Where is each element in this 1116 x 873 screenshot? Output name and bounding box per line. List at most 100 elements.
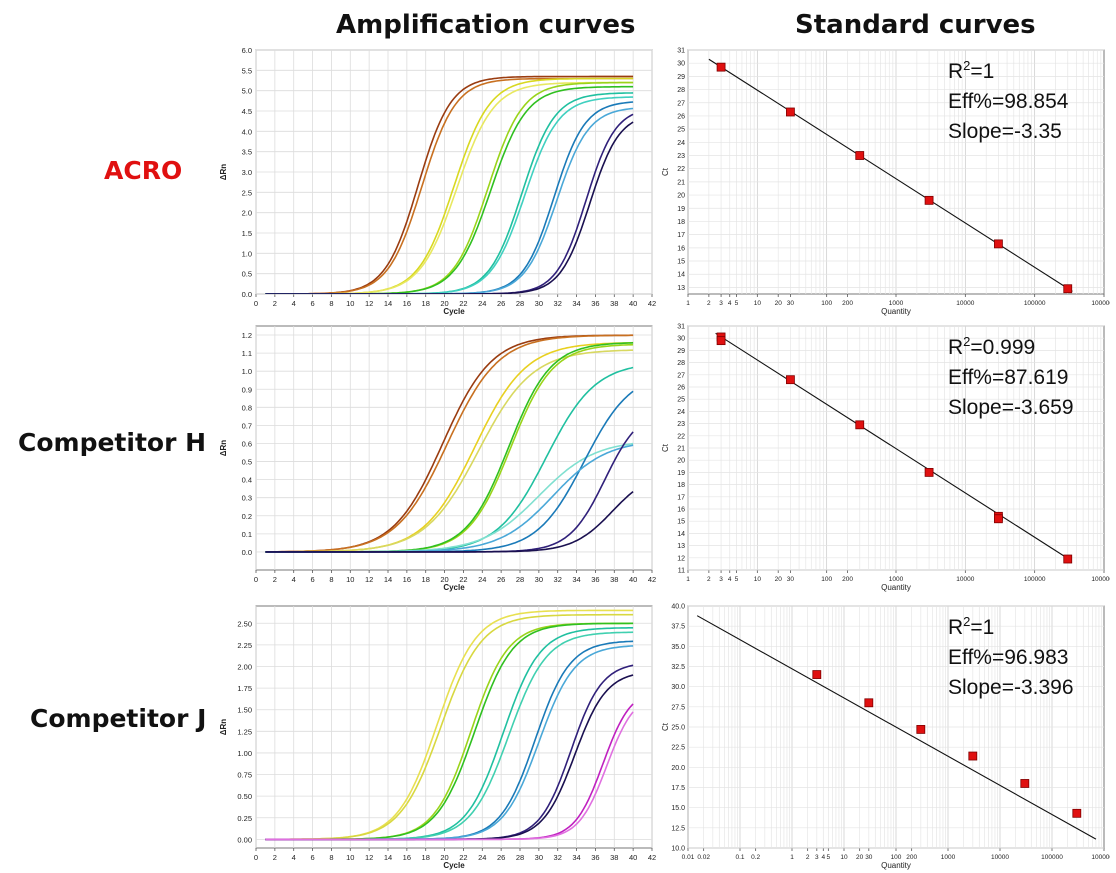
x-axis-label: Quantity [881, 583, 911, 592]
x-tick-label: 100000 [1024, 300, 1046, 307]
x-tick-label: 0 [254, 299, 258, 308]
y-tick-label: 2.25 [237, 641, 252, 650]
x-tick-label: 26 [497, 299, 505, 308]
y-tick-label: 23 [677, 421, 685, 428]
x-tick-label: 8 [329, 853, 333, 862]
x-tick-label: 18 [422, 853, 430, 862]
curve-group [265, 75, 634, 294]
x-tick-label: 14 [384, 299, 392, 308]
standard-point [812, 670, 822, 679]
y-tick-label: 0.4 [242, 476, 252, 485]
x-tick-label: 100 [891, 854, 902, 861]
y-tick-label: 22 [677, 166, 685, 173]
y-tick-label: 19 [677, 470, 685, 477]
x-tick-label: 4 [292, 299, 296, 308]
y-tick-label: 5.0 [242, 87, 252, 96]
y-tick-label: 24 [677, 409, 685, 416]
x-tick-label: 6 [310, 299, 314, 308]
x-tick-label: 24 [478, 299, 486, 308]
r-squared-superscript: 2 [963, 58, 970, 73]
standard-point [1072, 808, 1082, 818]
y-tick-label: 0.7 [242, 421, 252, 430]
x-tick-label: 3 [719, 576, 723, 583]
x-tick-label: 10000 [956, 300, 974, 307]
y-axis-label: ΔRn [219, 164, 228, 181]
x-tick-label: 22 [459, 299, 467, 308]
curve-group [265, 334, 634, 553]
x-tick-label: 10000 [956, 576, 974, 583]
y-tick-label: 2.50 [237, 619, 252, 628]
regression-line [708, 58, 1073, 292]
x-tick-label: 5 [735, 300, 739, 307]
standard-point [1063, 284, 1073, 294]
r-squared-text: R2=1 [948, 614, 994, 639]
x-tick-label: 1 [790, 854, 794, 861]
x-tick-label: 36 [591, 853, 599, 862]
amplification-curve [265, 711, 634, 841]
y-tick-label: 30 [677, 336, 685, 343]
y-axis-label: ΔRn [219, 440, 228, 457]
y-tick-label: 23 [677, 153, 685, 160]
efficiency-text: Eff%=96.983 [948, 646, 1068, 669]
x-tick-label: 40 [629, 299, 637, 308]
y-tick-label: 3.5 [242, 148, 252, 157]
y-tick-label: 15 [677, 259, 685, 266]
y-tick-label: 14 [677, 531, 685, 538]
x-tick-label: 38 [610, 299, 618, 308]
x-tick-label: 18 [422, 299, 430, 308]
y-axis-label: Ct [661, 167, 670, 176]
y-tick-label: 11 [678, 568, 685, 575]
x-tick-label: 14 [384, 853, 392, 862]
y-tick-label: 4.0 [242, 127, 252, 136]
y-tick-label: 17 [677, 494, 685, 501]
y-axis-label: Ct [661, 443, 670, 452]
plot-area: 1234510203010020010001000010000010000001… [661, 48, 1110, 317]
plot-area: 0 2 4 6 8 10 12 14 16 18 20 22 24 26 28 30 32 34 36 38 40 420… [219, 325, 656, 592]
regression-line [696, 615, 1097, 840]
x-tick-label: 6 [310, 575, 314, 584]
y-tick-label: 22.5 [671, 745, 685, 752]
x-tick-label: 18 [422, 575, 430, 584]
amplification-curve [265, 490, 634, 553]
standard-point [716, 62, 726, 72]
regression-line [715, 332, 1071, 561]
x-tick-label: 0.01 [682, 854, 695, 861]
standard-point [786, 375, 795, 385]
x-tick-label: 42 [648, 853, 656, 862]
x-tick-label: 10 [346, 853, 354, 862]
x-tick-label: 6 [310, 853, 314, 862]
standard-point [1020, 779, 1030, 788]
y-tick-label: 15 [677, 519, 685, 526]
x-tick-label: 4 [728, 300, 732, 307]
y-tick-label: 16 [677, 507, 685, 514]
y-tick-label: 1.0 [242, 249, 252, 258]
standard-curves-title: Standard curves [795, 10, 1036, 40]
row-label-competitor-j: Competitor J [30, 704, 207, 733]
efficiency-text: Eff%=87.619 [948, 366, 1068, 389]
amplification-curve [265, 96, 634, 294]
r-squared-symbol: R [948, 336, 963, 359]
y-tick-label: 1.0 [242, 367, 252, 376]
x-tick-label: 2 [707, 300, 711, 307]
x-tick-label: 38 [610, 853, 618, 862]
y-tick-label: 2.5 [242, 188, 252, 197]
x-axis-label: Quantity [881, 861, 911, 870]
y-tick-label: 4.5 [242, 107, 252, 116]
y-tick-label: 35.0 [671, 644, 685, 651]
y-tick-label: 0.3 [242, 494, 252, 503]
x-tick-label: 24 [478, 575, 486, 584]
x-tick-label: 28 [516, 299, 524, 308]
y-tick-label: 28 [677, 360, 685, 367]
x-tick-label: 2 [273, 853, 277, 862]
y-tick-label: 1.5 [242, 229, 252, 238]
standard-point [716, 336, 726, 346]
x-tick-label: 4 [728, 576, 732, 583]
x-tick-label: 0.2 [751, 854, 760, 861]
y-tick-label: 0.25 [237, 814, 252, 823]
x-tick-label: 26 [497, 853, 505, 862]
competitor-j-standard-curve-chart: 0.01 0.02 0.1 0.2 1 2 3 4 5 10 20 30 100 200 1000 10000… [661, 604, 1110, 871]
plot-frame [255, 325, 653, 571]
y-tick-label: 24 [677, 140, 685, 147]
y-tick-label: 30.0 [671, 684, 685, 691]
x-tick-label: 22 [459, 575, 467, 584]
